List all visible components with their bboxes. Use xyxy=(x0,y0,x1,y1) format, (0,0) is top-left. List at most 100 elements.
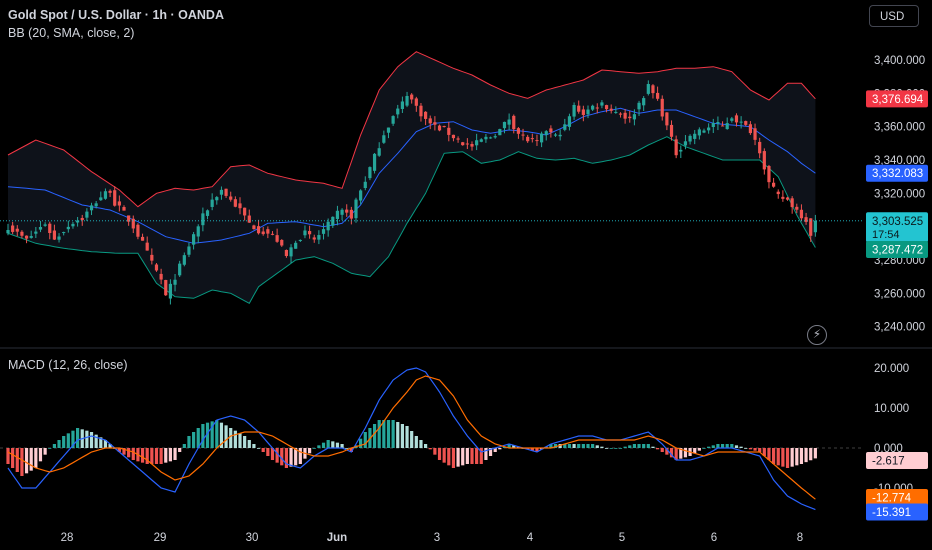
candle xyxy=(349,209,353,219)
candle xyxy=(43,224,47,226)
bb-basis-value-label-bg xyxy=(866,164,928,182)
macd-histogram-bar xyxy=(734,445,739,448)
candle xyxy=(748,124,752,134)
macd-histogram-bar xyxy=(270,448,275,460)
candle xyxy=(136,224,140,237)
candle xyxy=(614,111,618,113)
candle xyxy=(488,137,493,139)
macd-histogram-bar xyxy=(488,448,493,456)
candle xyxy=(224,188,228,196)
macd-histogram-bar xyxy=(549,444,553,448)
time-tick-label: Jun xyxy=(327,532,347,544)
macd-histogram-bar xyxy=(62,436,66,448)
macd-histogram-bar xyxy=(442,448,446,463)
candle xyxy=(386,127,391,133)
candle xyxy=(308,231,312,235)
bb-lower-value-label-bg xyxy=(866,241,928,259)
histogram-value-label: -2.617 xyxy=(872,455,905,467)
macd-histogram-bar xyxy=(604,448,609,449)
candle xyxy=(215,197,219,201)
candle xyxy=(127,215,131,222)
macd-histogram-bar xyxy=(178,448,182,452)
candle xyxy=(461,142,465,146)
macd-histogram-bar xyxy=(781,448,785,467)
candle xyxy=(632,114,636,120)
candle xyxy=(340,209,344,215)
candle xyxy=(52,230,56,240)
candle xyxy=(145,242,149,251)
candle xyxy=(581,109,585,115)
macd-histogram-bar xyxy=(252,444,256,448)
macd-histogram-bar xyxy=(219,422,224,448)
macd-histogram-bar xyxy=(210,421,214,448)
candle xyxy=(447,127,451,135)
candle xyxy=(275,235,279,242)
macd-histogram-bar xyxy=(470,448,474,464)
macd-histogram-bar xyxy=(400,424,404,448)
macd-histogram-bar xyxy=(716,444,720,448)
candle xyxy=(289,247,293,257)
candle xyxy=(280,239,284,246)
lightning-icon[interactable]: ⚡︎ xyxy=(807,325,827,345)
macd-histogram-bar xyxy=(669,448,674,458)
candle xyxy=(553,134,558,136)
macd-histogram-bar xyxy=(29,448,33,471)
macd-histogram-bar xyxy=(89,432,94,448)
candle xyxy=(567,116,572,127)
macd-histogram-bar xyxy=(372,424,377,448)
candle xyxy=(535,140,539,142)
macd-histogram-bar xyxy=(618,448,623,449)
macd-histogram-bar xyxy=(674,448,678,460)
macd-histogram-bar xyxy=(48,448,52,449)
macd-histogram-bar xyxy=(609,448,613,449)
macd-histogram-bar xyxy=(577,444,581,448)
candle xyxy=(707,127,711,131)
macd-value-label-bg xyxy=(866,503,928,521)
macd-histogram-bar xyxy=(665,448,669,455)
macd-histogram-bar xyxy=(94,434,98,448)
candle xyxy=(734,115,739,123)
macd-tick-label: 10.000 xyxy=(874,403,909,415)
candle xyxy=(24,235,29,239)
macd-histogram-bar xyxy=(359,438,363,448)
candle xyxy=(702,130,706,133)
candle xyxy=(99,197,103,201)
macd-histogram-bar xyxy=(117,448,121,452)
macd-histogram-bar xyxy=(331,441,335,448)
candle xyxy=(85,211,89,218)
macd-histogram-bar xyxy=(298,448,302,464)
currency-selector[interactable]: USD xyxy=(869,5,919,27)
bb-indicator-legend[interactable]: BB (20, SMA, close, 2) xyxy=(8,26,135,40)
candle xyxy=(89,205,94,211)
last-price-label-bg xyxy=(866,212,928,243)
candle xyxy=(470,143,474,147)
candle xyxy=(117,201,121,206)
candle xyxy=(159,273,163,280)
candle xyxy=(372,153,377,171)
price-tick-label: 3,360.000 xyxy=(874,122,925,134)
macd-histogram-bar xyxy=(475,448,479,464)
candle xyxy=(804,217,808,222)
candle xyxy=(76,220,80,223)
bb-upper-value-label: 3,376.694 xyxy=(872,94,924,106)
candle xyxy=(363,181,367,189)
macd-histogram-bar xyxy=(340,444,344,448)
macd-indicator-legend[interactable]: MACD (12, 26, close) xyxy=(8,358,128,372)
candle xyxy=(730,118,734,121)
macd-histogram-bar xyxy=(34,448,38,468)
signal-line xyxy=(7,375,816,500)
macd-histogram-bar xyxy=(127,448,131,458)
macd-histogram-bar xyxy=(567,444,572,448)
macd-histogram-bar xyxy=(437,448,442,460)
macd-histogram-bar xyxy=(419,440,423,448)
candle xyxy=(201,213,205,226)
macd-histogram-bar xyxy=(465,448,469,464)
candle xyxy=(507,119,511,125)
candle xyxy=(428,118,432,124)
bb-upper-value-label-bg xyxy=(866,90,928,108)
macd-histogram-bar xyxy=(321,442,326,448)
macd-histogram-bar xyxy=(623,446,627,448)
candle xyxy=(354,199,358,219)
candle xyxy=(391,116,395,124)
